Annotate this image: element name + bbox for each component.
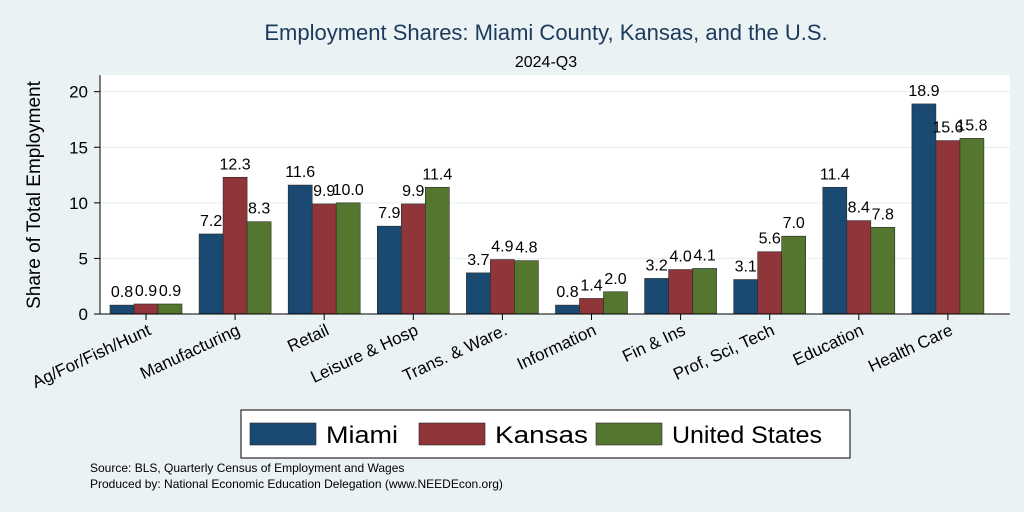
- data-label: 12.3: [220, 156, 251, 173]
- legend-label: Kansas: [495, 422, 588, 449]
- data-label: 2.0: [604, 271, 626, 288]
- data-label: 7.2: [200, 213, 222, 230]
- bar: [311, 203, 337, 315]
- bar: [424, 186, 450, 315]
- data-label: 9.9: [402, 183, 424, 200]
- bar: [668, 269, 693, 315]
- bar: [870, 226, 896, 315]
- data-label: 1.4: [580, 277, 602, 294]
- bar: [198, 233, 224, 315]
- legend-swatch: [418, 422, 486, 446]
- bar: [935, 140, 961, 315]
- bar: [822, 186, 848, 315]
- bar: [287, 184, 313, 315]
- y-tick-label: 0: [79, 305, 88, 324]
- bar: [466, 272, 491, 315]
- data-label: 7.0: [783, 215, 805, 232]
- y-tick-label: 5: [79, 249, 88, 268]
- bar: [757, 251, 783, 315]
- data-label: 3.2: [645, 257, 667, 274]
- data-label: 4.8: [515, 240, 537, 257]
- bar: [733, 279, 759, 315]
- legend-swatch: [249, 422, 317, 446]
- bar: [400, 203, 426, 315]
- data-label: 8.3: [248, 201, 270, 218]
- data-label: 0.9: [135, 283, 157, 300]
- bars: [109, 103, 985, 315]
- data-label: 15.6: [932, 120, 963, 137]
- data-label: 5.6: [759, 231, 781, 248]
- data-label: 3.1: [735, 259, 757, 276]
- y-axis-label: Share of Total Employment: [24, 80, 45, 308]
- data-label: 11.4: [820, 166, 850, 183]
- data-label: 3.7: [467, 252, 489, 269]
- data-label: 10.0: [333, 182, 364, 199]
- produced-by-note: Produced by: National Economic Education…: [90, 477, 503, 491]
- bar: [692, 268, 717, 315]
- legend-label: Miami: [326, 422, 398, 449]
- data-label: 0.8: [556, 284, 578, 301]
- bar: [846, 220, 872, 315]
- y-tick-label: 10: [69, 194, 88, 213]
- legend: Miami Kansas United States: [240, 409, 851, 459]
- data-label: 15.8: [956, 117, 987, 134]
- bar: [603, 291, 628, 315]
- data-label: 4.0: [669, 249, 691, 266]
- bar: [490, 259, 515, 315]
- bar: [133, 303, 159, 315]
- data-label: 11.4: [422, 166, 452, 183]
- chart-subtitle: 2024-Q3: [515, 54, 577, 71]
- data-label: 7.8: [872, 206, 894, 223]
- bar: [109, 304, 135, 315]
- bar: [579, 298, 604, 315]
- source-note: Source: BLS, Quarterly Census of Employm…: [90, 461, 404, 475]
- bar: [222, 176, 248, 315]
- bar: [959, 138, 985, 315]
- bar: [376, 225, 402, 315]
- data-label: 4.1: [693, 247, 715, 264]
- data-label: 11.6: [285, 164, 315, 181]
- legend-swatch: [595, 422, 663, 446]
- bar: [781, 235, 807, 315]
- legend-box: [240, 409, 851, 459]
- data-label: 0.8: [111, 284, 133, 301]
- bar: [157, 303, 183, 315]
- bar: [911, 103, 937, 315]
- bar: [514, 260, 539, 315]
- bar: [644, 278, 669, 315]
- y-tick-label: 20: [69, 83, 88, 102]
- data-label: 8.4: [848, 200, 870, 217]
- chart-title: Employment Shares: Miami County, Kansas,…: [264, 20, 827, 45]
- data-label: 7.9: [378, 205, 400, 222]
- y-tick-label: 15: [69, 138, 88, 157]
- bar: [246, 221, 272, 315]
- bar: [555, 304, 580, 315]
- data-label: 0.9: [159, 283, 181, 300]
- legend-label: United States: [672, 422, 822, 449]
- data-label: 9.9: [313, 183, 335, 200]
- bar: [335, 202, 361, 315]
- data-label: 18.9: [908, 83, 939, 100]
- data-labels: 0.8 0.9 0.97.212.38.311.69.910.07.99.911.4…: [111, 83, 988, 301]
- data-label: 4.9: [491, 239, 513, 256]
